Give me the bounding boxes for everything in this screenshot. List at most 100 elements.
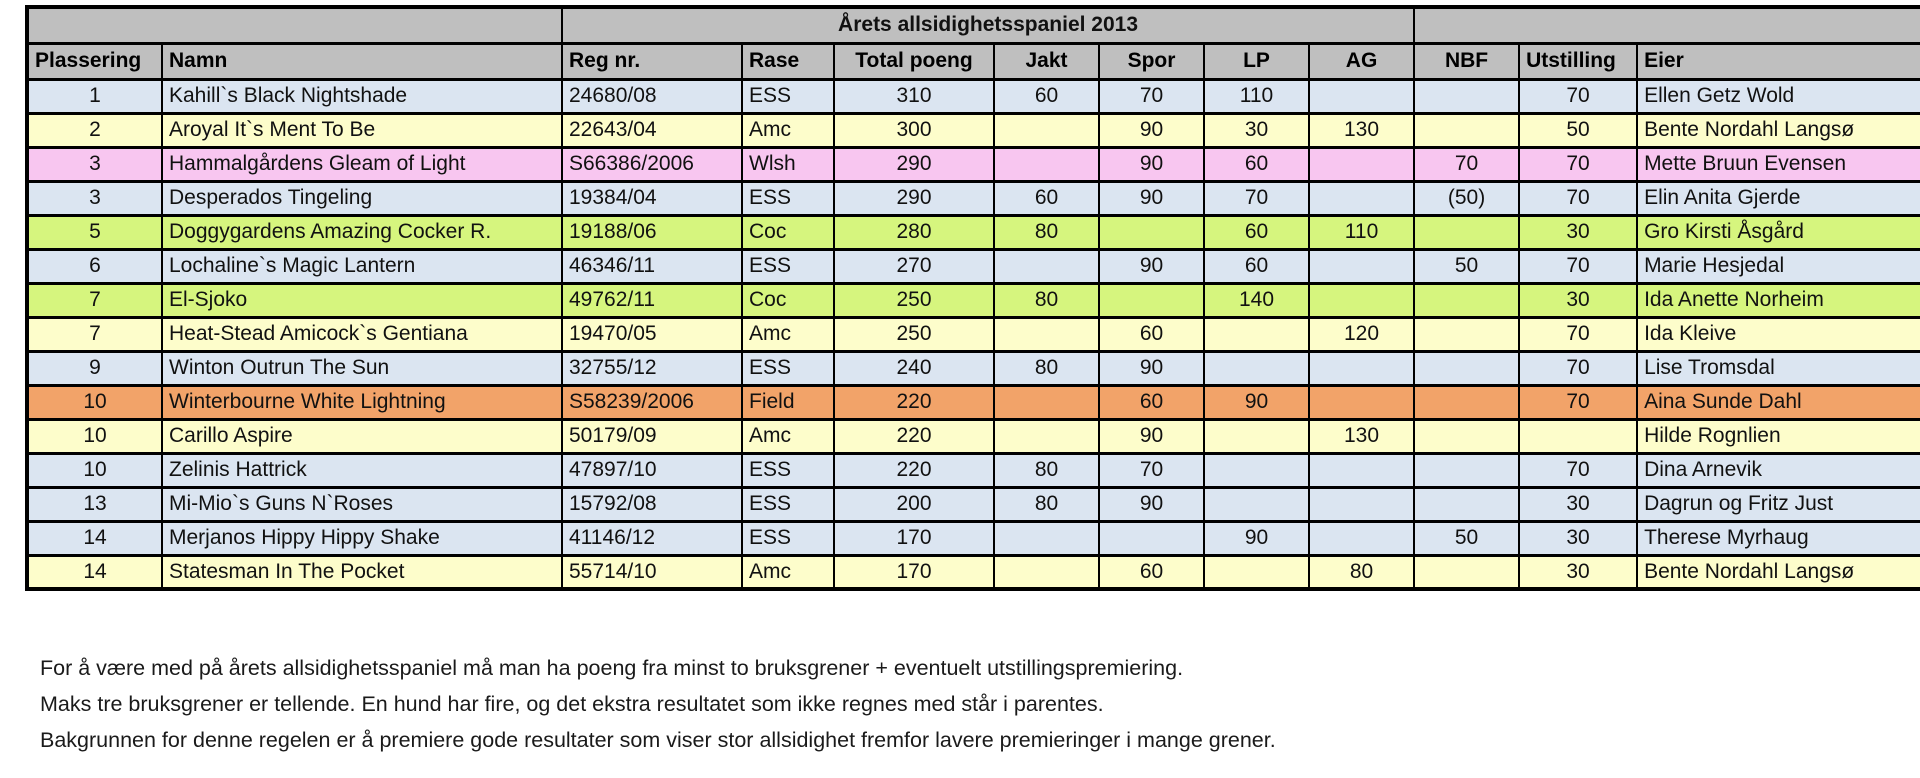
cell-utstilling: 70 [1518,179,1639,217]
cell-reg: 19188/06 [561,213,743,251]
cell-plassering: 5 [26,213,163,251]
cell-rase: ESS [741,349,835,387]
cell-eier: Dina Arnevik [1636,451,1920,489]
cell-plassering: 13 [26,485,163,523]
cell-ag: 110 [1307,213,1416,251]
table-row: 7 El-Sjoko 49762/11 Coc 250 80 140 30 Ida Anette… [26,281,1920,319]
cell-spor: 90 [1098,485,1205,523]
cell-namn: Merjanos Hippy Hippy Shake [161,519,563,557]
cell-reg: 24680/08 [561,77,743,115]
cell-nbf: (50) [1413,179,1521,217]
cell-lp [1203,315,1310,353]
table-row: 14 Statesman In The Pocket 55714/10 Amc 170 6… [26,553,1920,591]
cell-total: 290 [833,179,995,217]
cell-spor: 70 [1098,451,1205,489]
cell-ag [1307,383,1416,421]
cell-utstilling: 70 [1518,451,1639,489]
cell-lp: 110 [1203,77,1310,115]
cell-namn: Mi-Mio`s Guns N`Roses [161,485,563,523]
cell-rase: Wlsh [741,145,835,183]
cell-jakt: 80 [993,451,1100,489]
cell-plassering: 3 [26,179,163,217]
cell-eier: Therese Myrhaug [1636,519,1920,557]
cell-lp: 140 [1203,281,1310,319]
cell-eier: Ida Kleive [1636,315,1920,353]
cell-plassering: 1 [26,77,163,115]
cell-jakt: 80 [993,485,1100,523]
cell-reg: 47897/10 [561,451,743,489]
column-header-ag: AG [1307,41,1416,81]
cell-total: 240 [833,349,995,387]
cell-total: 280 [833,213,995,251]
table-row: 5 Doggygardens Amazing Cocker R. 19188/06 C… [26,213,1920,251]
cell-nbf [1413,553,1521,591]
cell-jakt [993,247,1100,285]
cell-reg: 15792/08 [561,485,743,523]
column-header-lp: LP [1203,41,1310,81]
cell-utstilling: 70 [1518,383,1639,421]
cell-ag [1307,349,1416,387]
footer-line: Bakgrunnen for denne regelen er å premie… [40,728,1276,752]
table-head: Årets allsidighetsspaniel 2013 Plasserin… [26,5,1920,81]
cell-utstilling: 70 [1518,145,1639,183]
cell-eier: Mette Bruun Evensen [1636,145,1920,183]
cell-jakt: 60 [993,179,1100,217]
column-header-namn: Namn [161,41,563,81]
cell-namn: Lochaline`s Magic Lantern [161,247,563,285]
cell-eier: Gro Kirsti Åsgård [1636,213,1920,251]
cell-plassering: 10 [26,417,163,455]
cell-reg: 22643/04 [561,111,743,149]
cell-spor [1098,519,1205,557]
cell-total: 200 [833,485,995,523]
cell-plassering: 7 [26,315,163,353]
column-header-plassering: Plassering [26,41,163,81]
cell-jakt: 60 [993,77,1100,115]
footer-line: For å være med på årets allsidighetsspan… [40,656,1184,680]
cell-plassering: 10 [26,451,163,489]
table-row: 3 Desperados Tingeling 19384/04 ESS 290 60 90 7… [26,179,1920,217]
cell-namn: Carillo Aspire [161,417,563,455]
cell-eier: Hilde Rognlien [1636,417,1920,455]
title-spacer-cell-left [26,5,563,45]
cell-total: 310 [833,77,995,115]
cell-ag: 80 [1307,553,1416,591]
cell-reg: 46346/11 [561,247,743,285]
cell-jakt [993,315,1100,353]
cell-nbf [1413,281,1521,319]
cell-reg: 19470/05 [561,315,743,353]
column-header-spor: Spor [1098,41,1205,81]
cell-ag [1307,179,1416,217]
cell-spor: 70 [1098,77,1205,115]
cell-spor: 90 [1098,247,1205,285]
cell-lp: 60 [1203,145,1310,183]
cell-jakt [993,417,1100,455]
column-header-utstilling: Utstilling [1518,41,1639,81]
cell-utstilling: 30 [1518,553,1639,591]
cell-reg: S58239/2006 [561,383,743,421]
cell-ag [1307,247,1416,285]
cell-nbf [1413,315,1521,353]
table-row: 6 Lochaline`s Magic Lantern 46346/11 ESS 270… [26,247,1920,285]
cell-rase: Amc [741,315,835,353]
title-spacer-cell-right [1413,5,1920,45]
table-row: 10 Winterbourne White Lightning S58239/200… [26,383,1920,421]
table-row: 3 Hammalgårdens Gleam of Light S66386/2006… [26,145,1920,183]
cell-plassering: 9 [26,349,163,387]
cell-total: 220 [833,451,995,489]
column-header-jakt: Jakt [993,41,1100,81]
cell-ag [1307,145,1416,183]
cell-lp [1203,553,1310,591]
cell-utstilling: 70 [1518,77,1639,115]
cell-utstilling: 30 [1518,281,1639,319]
cell-eier: Ida Anette Norheim [1636,281,1920,319]
cell-spor: 90 [1098,417,1205,455]
cell-reg: 50179/09 [561,417,743,455]
cell-ag: 130 [1307,417,1416,455]
column-header-eier: Eier [1636,41,1920,81]
column-header-reg: Reg nr. [561,41,743,81]
cell-rase: ESS [741,77,835,115]
cell-eier: Lise Tromsdal [1636,349,1920,387]
table-row: 2 Aroyal It`s Ment To Be 22643/04 Amc 300 90 3… [26,111,1920,149]
cell-rase: Amc [741,111,835,149]
cell-reg: 55714/10 [561,553,743,591]
